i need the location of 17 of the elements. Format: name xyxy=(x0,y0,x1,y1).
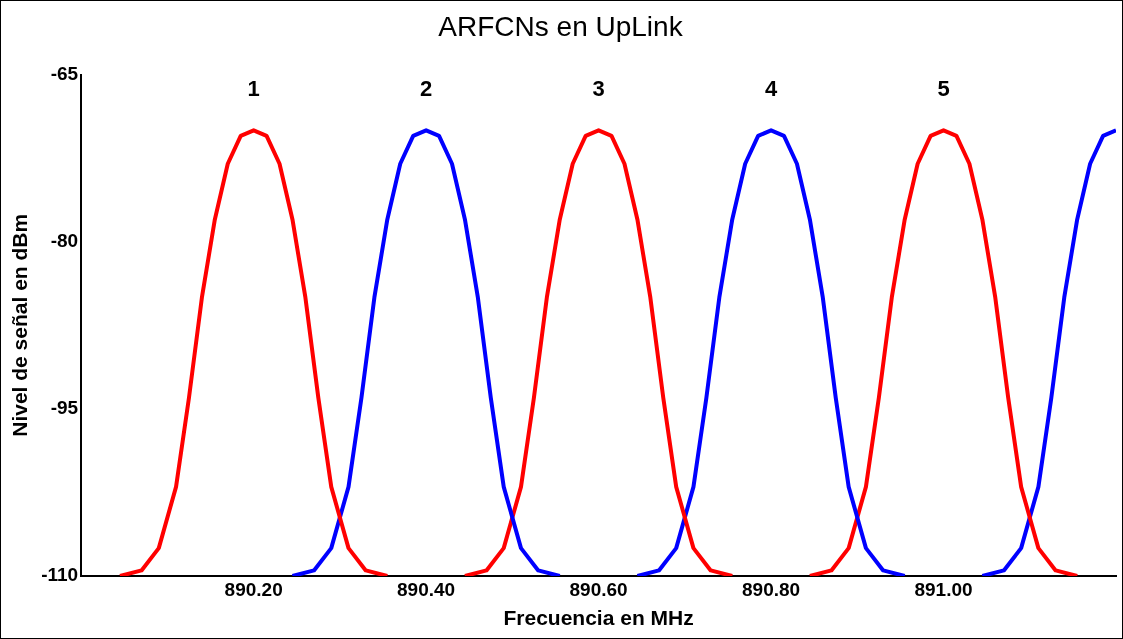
x-tick-label: 890.20 xyxy=(224,578,283,600)
y-tick-label: -80 xyxy=(50,229,79,251)
y-tick-label: -95 xyxy=(50,397,79,419)
x-tick-label: 890.40 xyxy=(397,578,456,600)
chart-title: ARFCNs en UpLink xyxy=(438,10,684,42)
annotation: 1 xyxy=(247,76,260,102)
y-tick-label: -110 xyxy=(41,564,79,586)
x-tick-label: 890.80 xyxy=(742,578,801,600)
y-tick-label: -65 xyxy=(50,62,79,84)
annotation: 3 xyxy=(592,76,605,102)
annotation: 2 xyxy=(419,76,433,102)
x-axis-title: Frecuencia en MHz xyxy=(503,606,694,630)
x-tick-label: 890.60 xyxy=(569,578,628,600)
y-axis-title: Nivel de señal en dBm xyxy=(8,213,32,437)
annotation: 5 xyxy=(937,76,950,102)
x-tick-label: 891.00 xyxy=(914,578,973,600)
annotation: 4 xyxy=(764,76,778,102)
